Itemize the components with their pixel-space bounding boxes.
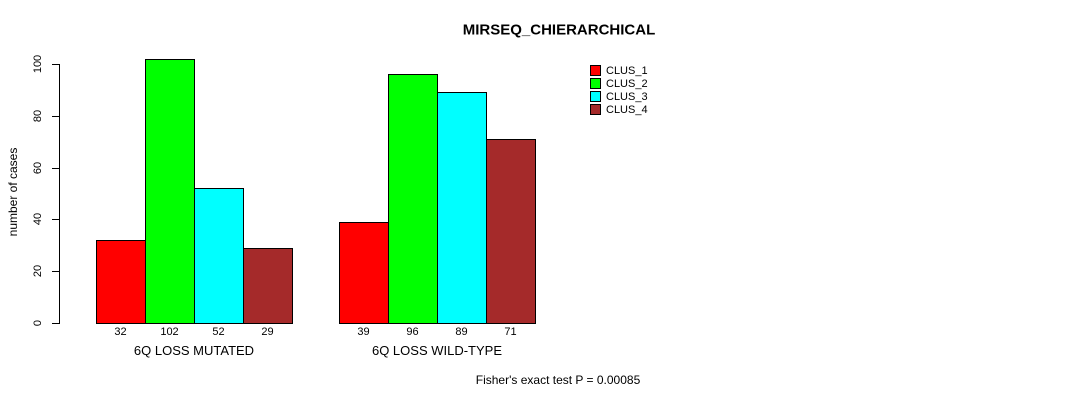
bar-value-label: 29 [261, 326, 274, 338]
y-axis-tick-label: 60 [32, 161, 44, 175]
y-axis-tick [52, 323, 59, 324]
y-axis-tick-label: 20 [32, 264, 44, 278]
legend-label: CLUS_3 [606, 90, 648, 103]
bar-clus-1-group-1 [339, 222, 389, 324]
annotation-pvalue: Fisher's exact test P = 0.00085 [475, 373, 641, 387]
chart-title: MIRSEQ_CHIERARCHICAL [462, 21, 656, 39]
legend-swatch [590, 104, 601, 115]
bar-value-label: 89 [455, 326, 468, 338]
y-axis-tick-label: 40 [32, 212, 44, 226]
legend-item-clus-2: CLUS_2 [590, 77, 648, 90]
bar-value-label: 32 [114, 326, 127, 338]
y-axis-tick [52, 168, 59, 169]
legend-label: CLUS_1 [606, 64, 648, 77]
bar-clus-4-group-1 [486, 139, 536, 324]
legend-swatch [590, 78, 601, 89]
bar-clus-1-group-0 [96, 240, 146, 324]
y-axis-tick [52, 219, 59, 220]
legend-item-clus-4: CLUS_4 [590, 103, 648, 116]
legend-label: CLUS_2 [606, 77, 648, 90]
bar-clus-2-group-0 [145, 59, 195, 324]
bar-value-label: 71 [504, 326, 517, 338]
y-axis-line [59, 64, 60, 324]
x-category-label: 6Q LOSS WILD-TYPE [371, 343, 503, 358]
y-axis-tick [52, 271, 59, 272]
legend-label: CLUS_4 [606, 103, 648, 116]
bar-clus-3-group-1 [437, 92, 487, 324]
bar-clus-4-group-0 [243, 248, 293, 324]
y-axis-tick [52, 64, 59, 65]
bar-value-label: 39 [357, 326, 370, 338]
bar-value-label: 52 [212, 326, 225, 338]
legend: CLUS_1 CLUS_2 CLUS_3 CLUS_4 [590, 64, 648, 116]
bar-clus-3-group-0 [194, 188, 244, 324]
y-axis-title: number of cases [6, 147, 20, 237]
y-axis-tick-label: 80 [32, 109, 44, 123]
legend-swatch [590, 65, 601, 76]
y-axis-tick [52, 116, 59, 117]
bar-value-label: 96 [406, 326, 419, 338]
y-axis-tick-label: 100 [32, 54, 44, 74]
legend-item-clus-3: CLUS_3 [590, 90, 648, 103]
legend-item-clus-1: CLUS_1 [590, 64, 648, 77]
x-category-label: 6Q LOSS MUTATED [133, 343, 255, 358]
bar-clus-2-group-1 [388, 74, 438, 324]
y-axis-tick-label: 0 [32, 319, 44, 327]
legend-swatch [590, 91, 601, 102]
bar-value-label: 102 [160, 326, 179, 338]
